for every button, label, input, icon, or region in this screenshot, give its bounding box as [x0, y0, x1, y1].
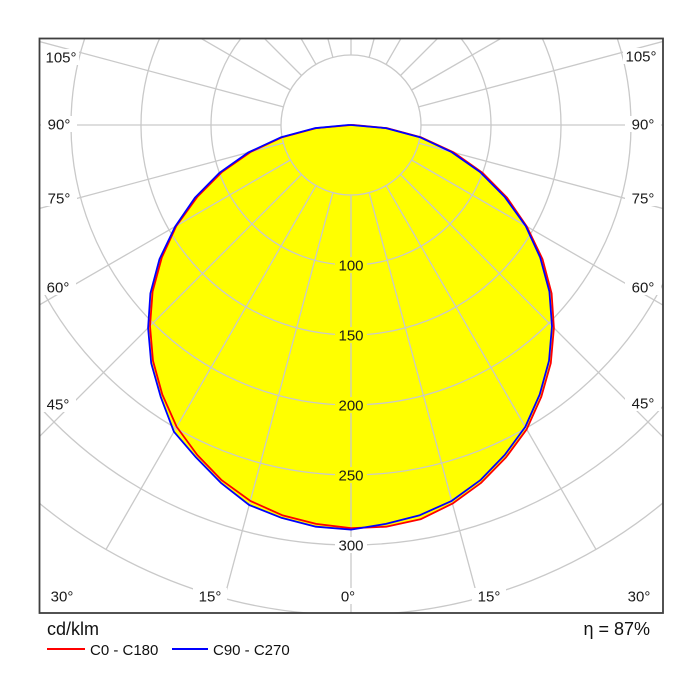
legend-line-c90-icon: [172, 648, 208, 650]
grid-radial-line: [39, 142, 284, 210]
angle-label-left: 75°: [48, 191, 71, 208]
grid-radial-line: [418, 40, 663, 108]
angle-label-left-mask: [41, 116, 77, 132]
radial-tick-label: 250: [338, 468, 363, 485]
grid-radial-line: [411, 159, 663, 306]
angle-label-left-mask: [40, 396, 76, 412]
grid-radial-line: [385, 38, 402, 65]
angle-label-bottom-mask: [331, 588, 365, 604]
angle-label-bottom: 15°: [199, 589, 222, 606]
angle-label-right: 90°: [632, 117, 655, 134]
angle-label-bottom-mask: [45, 588, 79, 604]
angle-label-right-mask: [625, 279, 661, 295]
angle-label-right-mask: [625, 395, 661, 411]
radial-tick-label: 200: [338, 398, 363, 415]
grid-radial-line: [400, 174, 663, 438]
curve-c90-c270: [147, 124, 553, 531]
grid-radial-line: [223, 192, 334, 599]
plot-frame: [38, 37, 664, 614]
angle-label-bottom-mask: [622, 588, 656, 604]
grid-radial-line: [105, 185, 317, 550]
radial-tick-label-mask: [335, 467, 367, 483]
angle-label-bottom: 30°: [628, 589, 651, 606]
efficiency-label: η = 87%: [583, 619, 650, 639]
angle-label-right: 45°: [632, 396, 655, 413]
chart-labels: 100 150 200 250 300 105° 90° 75° 60° 45° 105° 90° 75…: [40, 48, 661, 606]
angle-label-left-mask: [41, 190, 77, 206]
angle-label-left: 60°: [47, 280, 70, 297]
grid-radial-line: [39, 40, 284, 108]
angle-label-left: 45°: [47, 397, 70, 414]
grid-radial-line: [418, 142, 663, 210]
grid-radial-line: [300, 38, 317, 65]
radial-tick-label: 100: [338, 258, 363, 275]
grid-radial-line: [39, 174, 302, 438]
angle-label-right-mask: [625, 116, 661, 132]
angle-label-right-mask: [623, 48, 659, 64]
radial-tick-label-mask: [335, 537, 367, 553]
legend-units-label: cd/klm: [47, 619, 100, 639]
plot-border: [38, 37, 664, 614]
grid-radial-line: [411, 38, 503, 91]
angle-label-right: 105°: [625, 49, 656, 66]
angle-label-left: 90°: [48, 117, 71, 134]
angle-label-bottom: 0°: [341, 589, 355, 606]
radial-tick-label: 150: [338, 328, 363, 345]
angle-label-bottom-mask: [193, 588, 227, 604]
angle-label-right-mask: [625, 190, 661, 206]
grid-radial-line: [368, 192, 479, 599]
angle-label-left: 105°: [45, 50, 76, 67]
angle-label-bottom-mask: [472, 588, 506, 604]
angle-label-right: 75°: [632, 191, 655, 208]
angle-label-bottom: 30°: [51, 589, 74, 606]
legend-label-c90: C90 - C270: [213, 642, 290, 659]
angle-label-left-mask: [40, 279, 76, 295]
grid-radial-line: [327, 38, 334, 58]
angle-label-bottom: 15°: [478, 589, 501, 606]
legend-label-c0: C0 - C180: [90, 642, 159, 659]
radial-tick-label: 300: [338, 538, 363, 555]
radial-tick-label-mask: [335, 327, 367, 343]
angle-label-left-mask: [43, 49, 79, 65]
angle-label-right: 60°: [632, 280, 655, 297]
grid-radial-line: [368, 38, 375, 58]
grid-radial-line: [385, 185, 597, 550]
legend-line-c0-icon: [47, 648, 85, 650]
radial-tick-label-mask: [335, 257, 367, 273]
intensity-curves: [147, 124, 555, 531]
radial-tick-label-mask: [335, 397, 367, 413]
grid-radial-line: [199, 38, 291, 91]
grid-radial-line: [39, 159, 291, 306]
